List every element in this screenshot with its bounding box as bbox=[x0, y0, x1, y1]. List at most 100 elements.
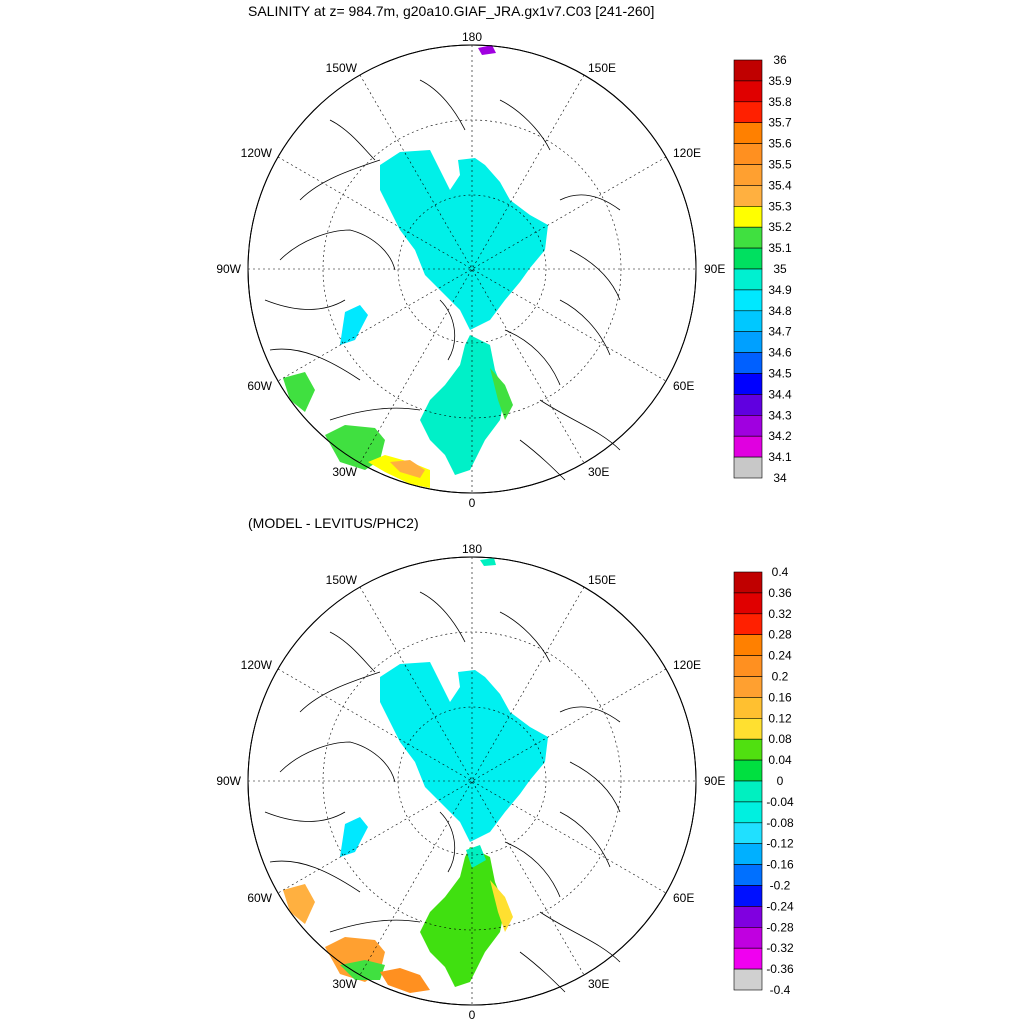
colorbar-box bbox=[733, 435, 763, 458]
colorbar-tick-label: 34.4 bbox=[768, 387, 792, 401]
colorbar-tick-label: 35.3 bbox=[768, 199, 792, 213]
lon-label-120e-b: 120E bbox=[673, 658, 701, 672]
colorbar-tick-label: 35.9 bbox=[768, 74, 792, 88]
colorbar-box bbox=[733, 592, 763, 615]
nordic-seas-field bbox=[420, 335, 505, 475]
graticule-bottom bbox=[248, 557, 696, 1005]
colorbar-box bbox=[733, 226, 763, 249]
colorbar-tick-label: 0.24 bbox=[768, 649, 792, 663]
colorbar-box bbox=[733, 571, 763, 594]
colorbar-tick-label: 0.12 bbox=[768, 711, 792, 725]
nordic-seas-anomaly-field bbox=[420, 847, 505, 987]
colorbar-box bbox=[733, 864, 763, 886]
top-colorbar: 36 35.9 35.8 35.7 35.6 35.5 35.4 35.3 35.2 35.1 35… bbox=[733, 53, 792, 485]
colorbar-tick-label: -0.04 bbox=[766, 795, 794, 809]
lon-label-60w: 60W bbox=[247, 379, 272, 393]
colorbar-box bbox=[733, 717, 763, 740]
lon-label-150e-b: 150E bbox=[588, 573, 616, 587]
colorbar-tick-label: 0.36 bbox=[768, 586, 792, 600]
colorbar-box bbox=[733, 80, 763, 103]
colorbar-box bbox=[733, 759, 763, 782]
colorbar-tick-label: 0.32 bbox=[768, 607, 792, 621]
colorbar-box bbox=[733, 947, 763, 970]
colorbar-box bbox=[733, 843, 763, 865]
coastlines bbox=[264, 79, 621, 481]
colorbar-tick-label: 36 bbox=[773, 53, 787, 67]
colorbar-box bbox=[733, 676, 763, 698]
colorbar-tick-label: 35.4 bbox=[768, 178, 792, 192]
colorbar-box bbox=[733, 926, 763, 949]
colorbar-tick-label: -0.36 bbox=[766, 962, 794, 976]
lon-label-180-b: 180 bbox=[462, 542, 482, 556]
colorbar-tick-label: 34 bbox=[773, 471, 787, 485]
graticule bbox=[248, 45, 696, 493]
colorbar-tick-label: 0.28 bbox=[768, 628, 792, 642]
colorbar-tick-label: 35.7 bbox=[768, 116, 792, 130]
norwegian-coast-anomaly-field bbox=[490, 880, 513, 932]
baffin-field bbox=[283, 372, 315, 412]
lon-label-150w: 150W bbox=[326, 61, 358, 75]
colorbar-box bbox=[733, 122, 763, 144]
colorbar-tick-label: -0.28 bbox=[766, 920, 794, 934]
colorbar-tick-label: 0.16 bbox=[768, 690, 792, 704]
colorbar-box bbox=[733, 613, 763, 635]
north-atlantic-warm-field bbox=[368, 455, 430, 488]
top-panel-title: SALINITY at z= 984.7m, g20a10.GIAF_JRA.g… bbox=[248, 3, 655, 19]
colorbar-box bbox=[733, 655, 763, 677]
colorbar-box bbox=[733, 164, 763, 186]
hudson-anomaly-field bbox=[340, 817, 368, 857]
bottom-panel-title: (MODEL - LEVITUS/PHC2) bbox=[248, 515, 419, 531]
colorbar-tick-label: 35.8 bbox=[768, 95, 792, 109]
colorbar-box bbox=[733, 822, 763, 844]
colorbar-tick-label: 35.2 bbox=[768, 220, 792, 234]
colorbar-box bbox=[733, 634, 763, 656]
lon-label-90w-b: 90W bbox=[216, 774, 241, 788]
bottom-colorbar: 0.4 0.36 0.32 0.28 0.24 0.2 0.16 0.12 0.08 0.04 0 -… bbox=[733, 565, 794, 997]
colorbar-box bbox=[733, 59, 763, 82]
norwegian-coast-field bbox=[490, 368, 513, 420]
colorbar-box bbox=[733, 373, 763, 395]
colorbar-box bbox=[733, 289, 763, 312]
colorbar-tick-label: 0.08 bbox=[768, 732, 792, 746]
lon-label-60e-b: 60E bbox=[673, 891, 694, 905]
arctic-basin-field bbox=[380, 150, 548, 330]
colorbar-box bbox=[733, 697, 763, 719]
colorbar-tick-label: -0.24 bbox=[766, 899, 794, 913]
colorbar-tick-label: -0.16 bbox=[766, 858, 794, 872]
lon-label-30e-b: 30E bbox=[588, 977, 609, 991]
colorbar-tick-label: 0.04 bbox=[768, 753, 792, 767]
colorbar-box bbox=[733, 968, 763, 991]
colorbar-tick-label: 34.9 bbox=[768, 283, 792, 297]
bering-anomaly-field bbox=[480, 558, 496, 566]
lon-label-90e-b: 90E bbox=[704, 774, 725, 788]
lon-label-60e: 60E bbox=[673, 379, 694, 393]
colorbar-box bbox=[733, 801, 763, 824]
lon-label-120w: 120W bbox=[241, 146, 273, 160]
colorbar-box bbox=[733, 906, 763, 928]
colorbar-tick-label: 0.4 bbox=[772, 565, 789, 579]
colorbar-box bbox=[733, 738, 763, 761]
colorbar-tick-label: 34.5 bbox=[768, 367, 792, 381]
labrador-green-field bbox=[325, 425, 385, 470]
colorbar-tick-label: 0 bbox=[777, 774, 784, 788]
top-polar-map: 180 0 90W 90E 150W 120W 60W 30W 150E 120… bbox=[216, 30, 725, 510]
colorbar-box bbox=[733, 185, 763, 207]
colorbar-tick-label: -0.4 bbox=[770, 983, 791, 997]
colorbar-box bbox=[733, 456, 763, 479]
colorbar-box bbox=[733, 206, 763, 228]
colorbar-tick-label: 34.2 bbox=[768, 429, 792, 443]
coastlines-bottom bbox=[264, 591, 621, 993]
colorbar-tick-label: -0.08 bbox=[766, 816, 794, 830]
colorbar-tick-label: 35.1 bbox=[768, 241, 792, 255]
lon-label-150w-b: 150W bbox=[326, 573, 358, 587]
baffin-anomaly-field bbox=[283, 884, 315, 924]
north-atlantic-anomaly-field bbox=[380, 968, 430, 993]
colorbar-tick-label: 34.1 bbox=[768, 450, 792, 464]
lon-label-90e: 90E bbox=[704, 262, 725, 276]
lon-label-30w-b: 30W bbox=[332, 977, 357, 991]
colorbar-box bbox=[733, 394, 763, 416]
colorbar-box bbox=[733, 414, 763, 437]
arctic-basin-anomaly-field bbox=[380, 662, 548, 842]
colorbar-tick-label: 34.3 bbox=[768, 408, 792, 422]
